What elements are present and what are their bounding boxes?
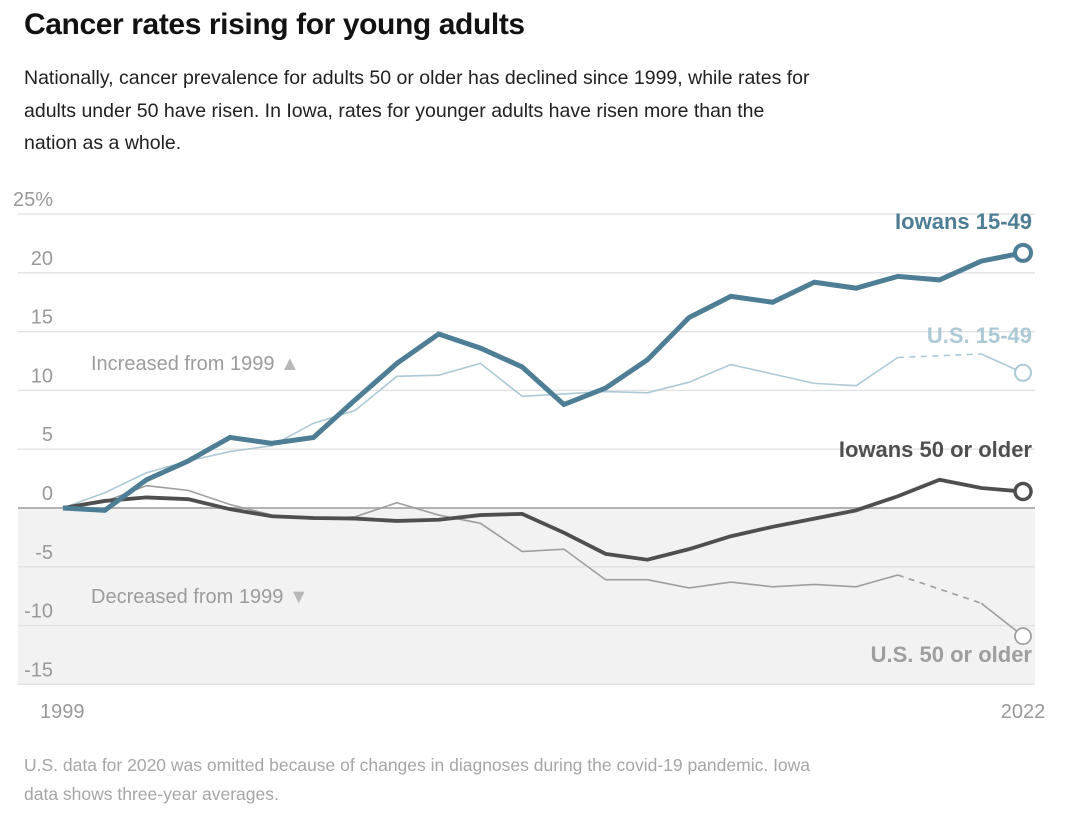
y-axis-tick-label: 10 <box>31 365 53 387</box>
y-axis-tick-label: -10 <box>24 601 53 623</box>
us-50-or-older-line <box>980 602 1024 637</box>
y-axis-tick-label: 15 <box>31 307 53 329</box>
source-note-line: U.S. data for 2020 was omitted because o… <box>24 755 811 775</box>
source-note-line: data shows three-year averages. <box>24 783 279 804</box>
y-axis-tick-label: 20 <box>31 248 53 270</box>
us-50-or-older-label: U.S. 50 or older <box>871 642 1033 667</box>
subtitle-line: nation as a whole. <box>24 132 182 154</box>
subtitle-line: adults under 50 have risen. In Iowa, rat… <box>24 99 765 122</box>
iowans-50-or-older-line <box>62 477 1024 562</box>
x-axis-label-end: 2022 <box>1001 701 1046 723</box>
page-title: Cancer rates rising for young adults <box>24 8 525 41</box>
iowans-15-49-endpoint-marker <box>1013 242 1034 263</box>
us-15-49-line <box>62 356 899 509</box>
chart-subtitle: Nationally, cancer prevalence for adults… <box>24 62 810 160</box>
source-note: U.S. data for 2020 was omitted because o… <box>24 751 810 808</box>
us-50-or-older-endpoint-marker <box>1014 627 1032 646</box>
x-axis-label-start: 1999 <box>40 701 85 723</box>
us-15-49-label: U.S. 15-49 <box>927 323 1032 348</box>
decreased-annotation: Decreased from 1999 ▼ <box>91 586 309 608</box>
us-15-49-dashed-gap <box>897 353 982 359</box>
iowans-15-49-line <box>62 250 1024 513</box>
y-axis-tick-label: 25% <box>13 189 53 211</box>
iowans-50-or-older-endpoint-marker <box>1013 481 1033 502</box>
us-15-49-endpoint-marker <box>1014 363 1033 382</box>
us-50-or-older-dashed-gap <box>897 574 982 604</box>
iowans-15-49-label: Iowans 15-49 <box>895 209 1032 234</box>
iowans-50-or-older-label: Iowans 50 or older <box>839 437 1033 462</box>
y-axis-tick-label: 0 <box>42 483 53 505</box>
us-50-or-older-line <box>62 484 899 589</box>
y-axis-tick-label: -15 <box>24 659 53 681</box>
y-axis-tick-label: 5 <box>42 424 53 446</box>
increased-annotation: Increased from 1999 ▲ <box>91 353 300 375</box>
y-axis-tick-label: -5 <box>35 542 53 564</box>
subtitle-line: Nationally, cancer prevalence for adults… <box>24 67 810 89</box>
decreased-region-shading <box>18 508 1035 685</box>
